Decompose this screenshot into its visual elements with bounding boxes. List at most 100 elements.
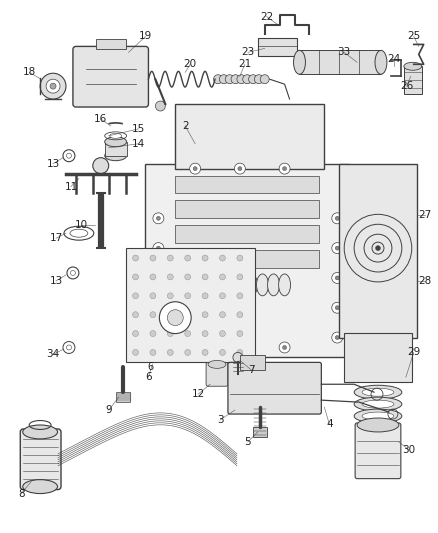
Ellipse shape (354, 409, 402, 423)
Circle shape (185, 350, 191, 356)
Text: 22: 22 (260, 12, 273, 22)
Circle shape (150, 350, 156, 356)
Circle shape (185, 255, 191, 261)
Circle shape (153, 243, 164, 254)
Bar (175, 250, 319, 268)
Ellipse shape (354, 397, 402, 411)
Circle shape (237, 312, 243, 318)
Ellipse shape (23, 480, 57, 494)
Circle shape (237, 75, 246, 84)
Circle shape (238, 167, 242, 171)
Ellipse shape (223, 274, 235, 296)
Ellipse shape (201, 274, 213, 296)
Circle shape (155, 101, 165, 111)
Bar (404, 66, 422, 94)
Text: 34: 34 (46, 350, 60, 359)
Circle shape (279, 342, 290, 353)
Circle shape (375, 246, 381, 251)
Circle shape (202, 255, 208, 261)
Circle shape (335, 336, 339, 340)
Circle shape (167, 312, 173, 318)
Ellipse shape (23, 425, 57, 439)
Ellipse shape (234, 274, 247, 296)
FancyBboxPatch shape (145, 164, 349, 358)
Bar (300, 51, 381, 74)
Circle shape (219, 312, 226, 318)
Text: 21: 21 (238, 59, 251, 69)
Circle shape (133, 330, 138, 336)
Text: 4: 4 (326, 419, 332, 429)
Text: 33: 33 (338, 47, 351, 58)
Circle shape (156, 216, 160, 220)
Text: 30: 30 (402, 445, 415, 455)
Text: 29: 29 (407, 348, 420, 358)
Circle shape (46, 79, 60, 93)
Circle shape (185, 293, 191, 299)
Ellipse shape (279, 274, 290, 296)
Circle shape (202, 312, 208, 318)
Circle shape (185, 330, 191, 336)
Ellipse shape (245, 274, 258, 296)
Ellipse shape (212, 274, 224, 296)
Text: 16: 16 (94, 114, 107, 124)
Circle shape (219, 330, 226, 336)
Ellipse shape (362, 400, 394, 408)
Circle shape (150, 330, 156, 336)
Circle shape (133, 255, 138, 261)
Circle shape (185, 312, 191, 318)
Bar (96, 39, 126, 50)
Ellipse shape (257, 274, 268, 296)
Circle shape (50, 83, 56, 89)
Circle shape (332, 213, 343, 224)
Circle shape (243, 75, 252, 84)
Ellipse shape (268, 274, 279, 296)
Ellipse shape (70, 229, 88, 237)
Ellipse shape (354, 385, 402, 399)
Circle shape (150, 293, 156, 299)
Circle shape (167, 293, 173, 299)
Text: 26: 26 (400, 81, 413, 91)
Circle shape (153, 302, 164, 313)
Circle shape (335, 246, 339, 250)
Circle shape (214, 75, 223, 84)
Circle shape (190, 163, 201, 174)
Circle shape (335, 276, 339, 280)
Text: 3: 3 (217, 415, 223, 425)
FancyBboxPatch shape (258, 38, 297, 56)
Circle shape (156, 246, 160, 250)
Circle shape (335, 306, 339, 310)
Circle shape (233, 352, 243, 362)
Ellipse shape (375, 51, 387, 74)
Circle shape (133, 312, 138, 318)
Circle shape (193, 167, 197, 171)
Text: 15: 15 (132, 124, 145, 134)
Circle shape (185, 274, 191, 280)
Circle shape (153, 332, 164, 343)
Text: 11: 11 (64, 182, 78, 191)
Circle shape (234, 163, 245, 174)
Circle shape (279, 163, 290, 174)
Ellipse shape (190, 274, 202, 296)
FancyBboxPatch shape (339, 164, 417, 337)
Circle shape (260, 75, 269, 84)
FancyBboxPatch shape (175, 104, 324, 168)
Ellipse shape (293, 51, 305, 74)
Circle shape (71, 270, 75, 276)
Circle shape (156, 306, 160, 310)
FancyBboxPatch shape (344, 333, 412, 382)
Circle shape (248, 75, 258, 84)
Circle shape (219, 293, 226, 299)
Text: 6: 6 (145, 372, 152, 382)
Circle shape (332, 332, 343, 343)
Circle shape (237, 350, 243, 356)
Circle shape (219, 274, 226, 280)
Circle shape (167, 350, 173, 356)
Text: 7: 7 (248, 365, 255, 375)
Ellipse shape (362, 388, 394, 396)
Ellipse shape (208, 360, 226, 368)
Ellipse shape (105, 151, 127, 160)
FancyBboxPatch shape (355, 423, 401, 479)
Circle shape (202, 330, 208, 336)
Text: 9: 9 (106, 405, 112, 415)
Circle shape (219, 75, 228, 84)
